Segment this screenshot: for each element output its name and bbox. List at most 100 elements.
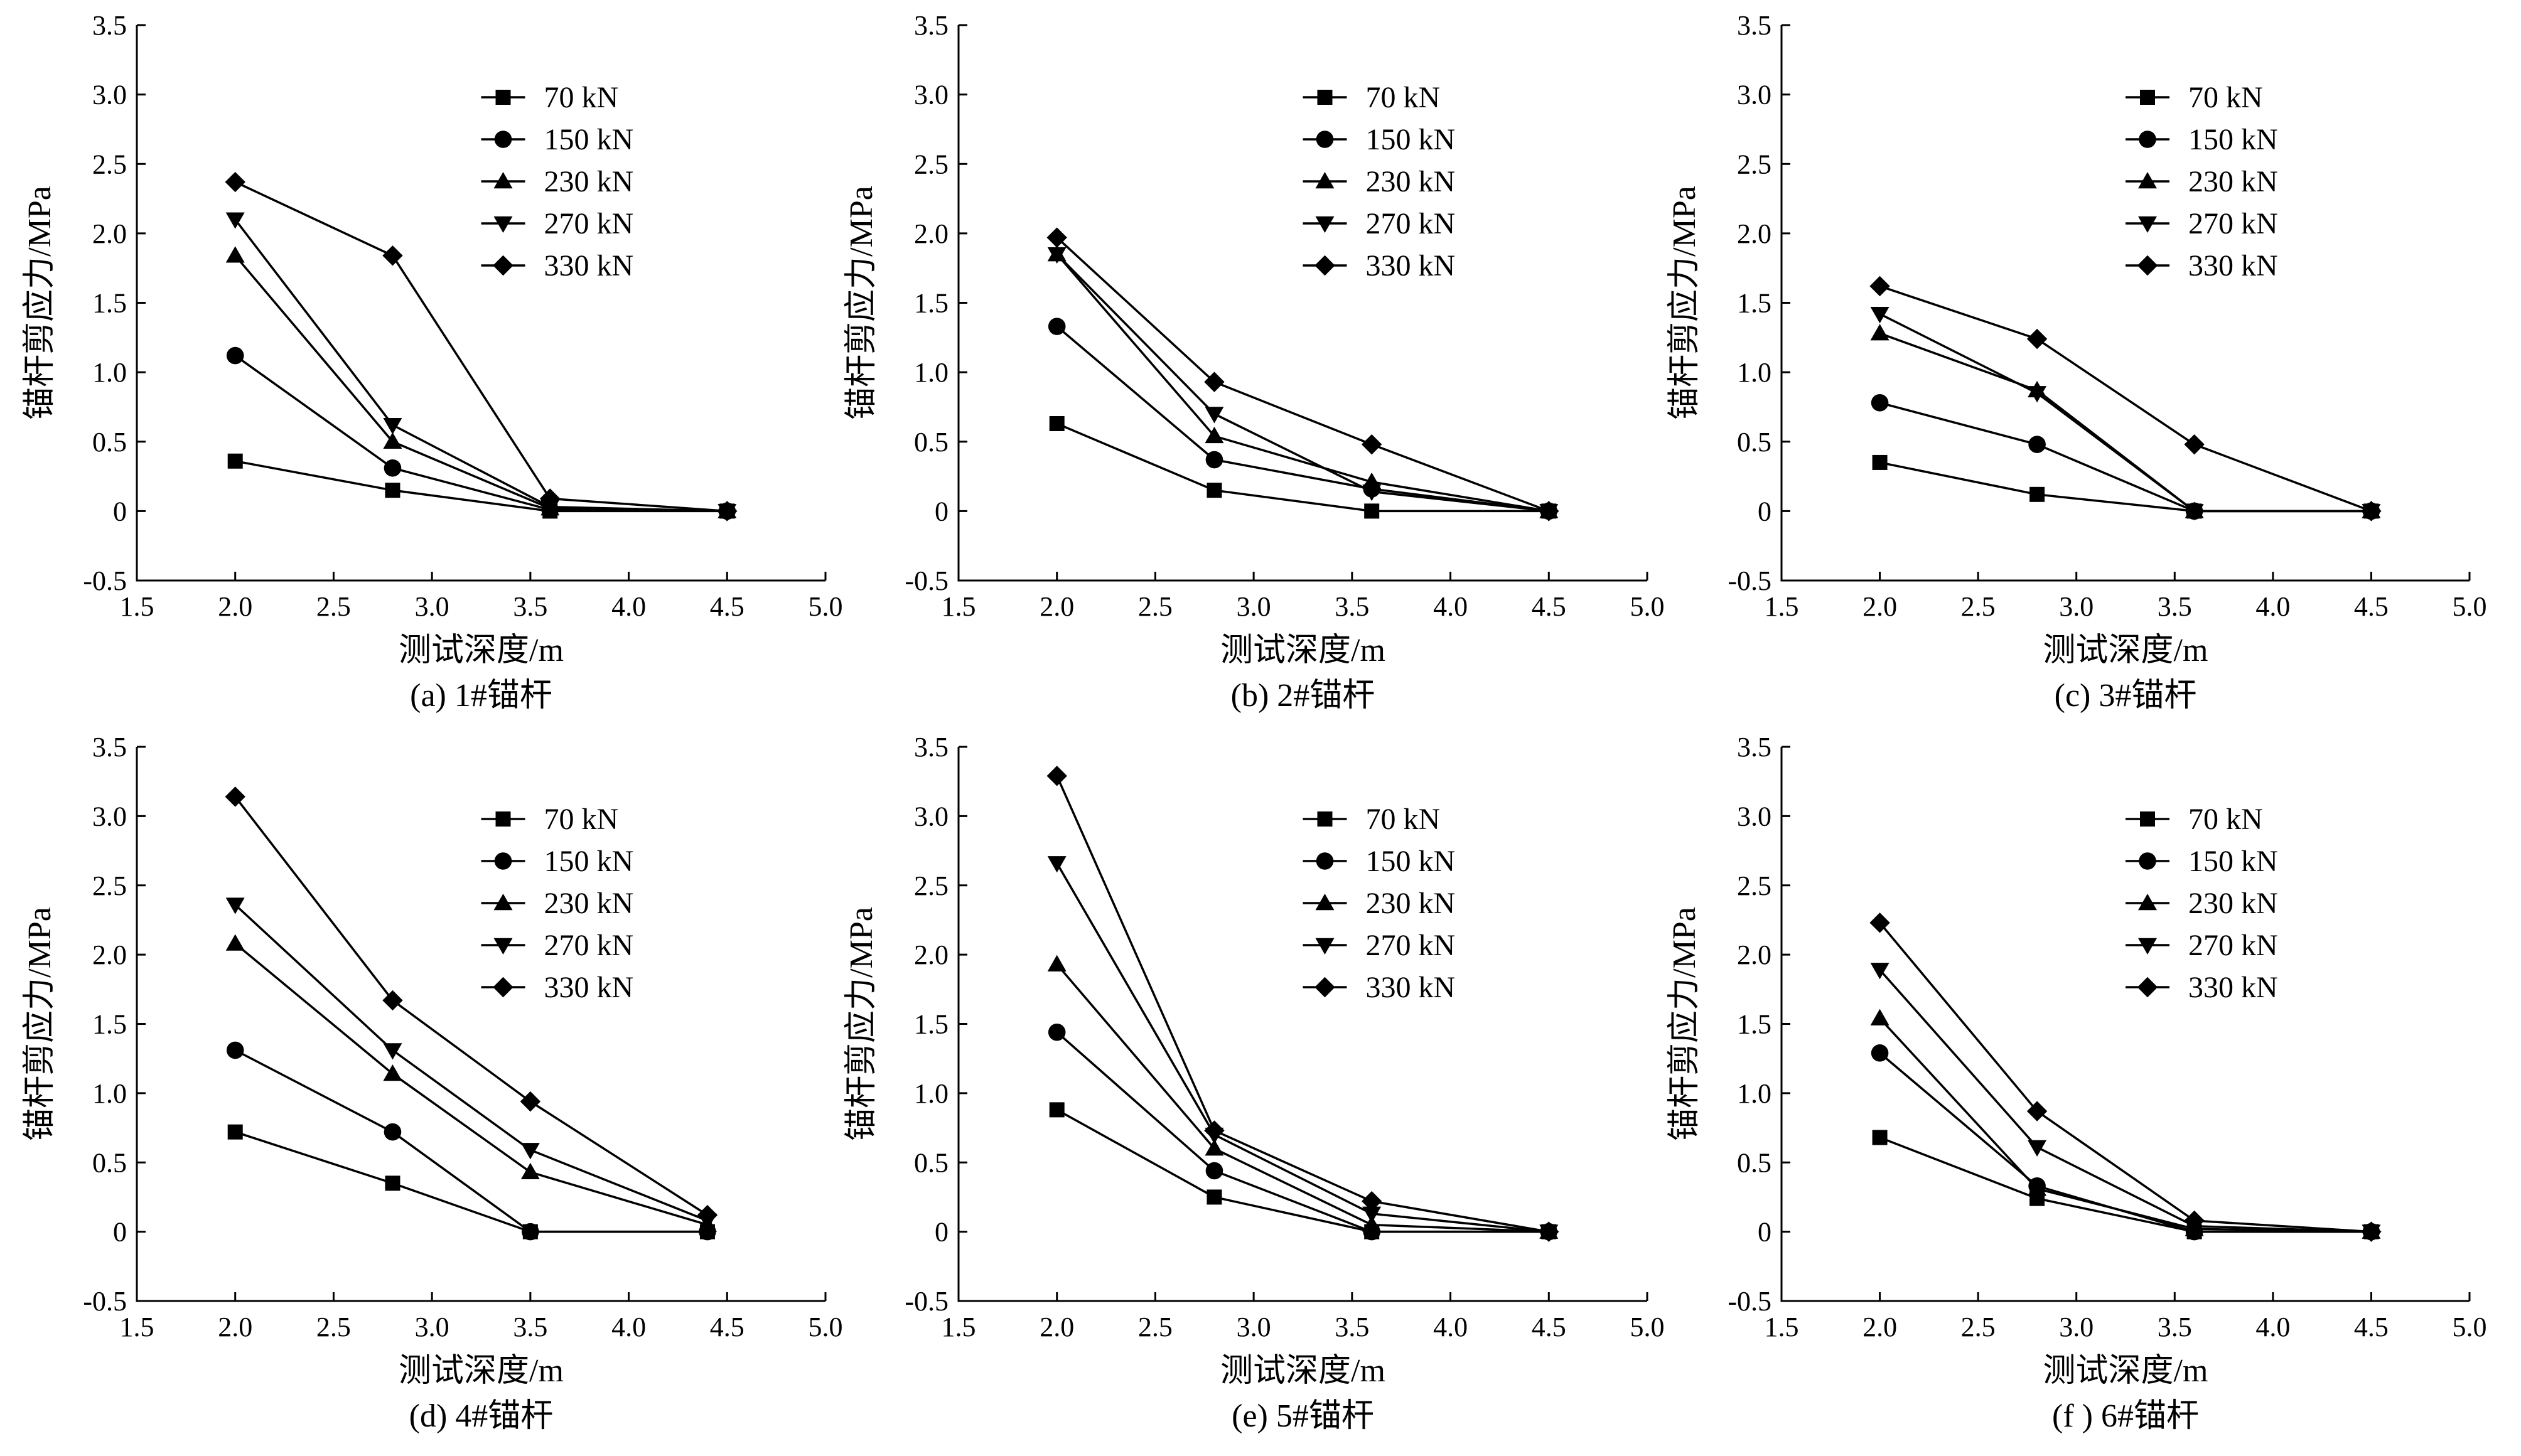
data-point (383, 1064, 402, 1081)
series-150-kN (1048, 1023, 1558, 1241)
data-point (225, 171, 245, 193)
y-tick-label: 2.0 (1737, 218, 1771, 249)
y-axis-title: 锚杆剪应力/MPa (1667, 907, 1702, 1141)
x-tick-label: 2.0 (1863, 1312, 1897, 1342)
series-line (234, 1049, 707, 1233)
y-tick-label: 3.0 (92, 801, 127, 832)
series-line (234, 943, 708, 1226)
data-point (1870, 1009, 1889, 1025)
x-tick-label: 2.5 (1138, 591, 1173, 622)
legend-marker (2139, 131, 2156, 148)
y-tick-label: -0.5 (83, 1286, 127, 1317)
legend-marker (494, 852, 512, 870)
x-tick-label: 5.0 (809, 591, 843, 622)
data-point (1046, 227, 1067, 248)
data-point (1872, 1130, 1888, 1145)
x-tick-label: 2.5 (1961, 591, 1996, 622)
legend-label: 330 kN (544, 249, 634, 282)
panel-caption: (a) 1#锚杆 (410, 678, 552, 714)
series-330-kN (225, 786, 718, 1226)
data-point (383, 1043, 402, 1060)
data-point (2026, 328, 2048, 350)
y-tick-label: 0 (1758, 496, 1771, 527)
chart-panel-6: -0.5 0 0.5 1.0 1.5 2.0 2.5 3.0 3.5 1.5 2.0 2.5 3.0 3.… (1667, 732, 2487, 1434)
legend-item: 330 kN (2126, 971, 2278, 1004)
legend-item: 330 kN (2126, 249, 2278, 282)
legend: 70 kN 150 kN 230 kN 270 kN 330 kN (481, 81, 634, 282)
series-line (234, 796, 708, 1216)
x-tick-label: 2.0 (1040, 1312, 1074, 1342)
legend-label: 270 kN (544, 207, 634, 240)
legend-label: 330 kN (1366, 971, 1456, 1004)
y-tick-label: 2.0 (914, 218, 949, 249)
series-line (234, 904, 708, 1222)
series-150-kN (226, 346, 736, 520)
legend-label: 230 kN (544, 887, 634, 920)
legend: 70 kN 150 kN 230 kN 270 kN 330 kN (2126, 803, 2278, 1004)
legend-item: 330 kN (481, 249, 634, 282)
legend-label: 270 kN (1366, 207, 1456, 240)
legend-item: 150 kN (1303, 845, 1455, 878)
y-tick-label: 1.0 (92, 357, 127, 388)
data-point (2185, 504, 2204, 521)
legend-marker (2138, 216, 2157, 233)
legend-label: 150 kN (544, 123, 634, 156)
data-point (717, 501, 738, 522)
series-270-kN (1870, 306, 2381, 521)
x-tick-label: 4.0 (611, 591, 646, 622)
legend-item: 150 kN (2126, 845, 2278, 878)
x-tick-label: 3.0 (415, 591, 449, 622)
series-line (234, 218, 728, 513)
legend-label: 70 kN (2188, 81, 2263, 114)
legend-item: 70 kN (2126, 803, 2263, 836)
series-270-kN (225, 897, 717, 1230)
legend-label: 150 kN (1366, 123, 1456, 156)
legend-marker (493, 977, 513, 998)
series-70-kN (1872, 1130, 2379, 1239)
legend-marker (2140, 811, 2155, 827)
x-tick-label: 2.0 (218, 591, 252, 622)
x-tick-label: 4.0 (1433, 1312, 1468, 1342)
legend-marker (2138, 938, 2157, 955)
data-point (384, 1123, 402, 1141)
x-tick-label: 3.5 (513, 1312, 547, 1342)
data-point (226, 1041, 244, 1059)
y-tick-label: 1.0 (914, 1078, 949, 1109)
legend-item: 70 kN (1303, 81, 1440, 114)
x-tick-label: 4.0 (2255, 591, 2290, 622)
panel-caption: (f ) 6#锚杆 (2052, 1398, 2199, 1434)
data-point (1048, 318, 1066, 335)
legend-marker (493, 216, 513, 233)
panel-caption: (e) 5#锚杆 (1232, 1398, 1374, 1434)
series-230-kN (225, 246, 737, 518)
y-tick-label: 3.5 (1737, 10, 1771, 41)
legend-item: 330 kN (1303, 249, 1455, 282)
legend: 70 kN 150 kN 230 kN 270 kN 330 kN (481, 803, 634, 1004)
y-tick-label: 0 (113, 1217, 127, 1248)
x-tick-label: 5.0 (809, 1312, 843, 1342)
data-point (697, 1204, 718, 1226)
x-tick-label: 4.0 (611, 1312, 646, 1342)
series-330-kN (1869, 276, 2382, 522)
data-point (2028, 386, 2047, 403)
y-tick-label: -0.5 (83, 565, 127, 596)
data-point (1870, 306, 1889, 324)
data-point (1048, 1023, 1066, 1041)
data-point (1362, 1215, 1382, 1232)
legend-marker (2140, 90, 2155, 105)
y-tick-label: 1.5 (914, 288, 949, 319)
series-line (1879, 313, 2372, 513)
series-270-kN (1047, 856, 1559, 1241)
legend-marker (493, 172, 513, 189)
y-tick-label: 2.0 (1737, 939, 1771, 970)
x-tick-label: 5.0 (2453, 1312, 2487, 1342)
x-tick-label: 5.0 (1630, 591, 1665, 622)
series-line (1879, 285, 2372, 513)
y-tick-label: 1.0 (914, 357, 949, 388)
x-tick-label: 3.5 (1335, 591, 1369, 622)
x-tick-label: 3.5 (2158, 1312, 2192, 1342)
x-tick-label: 4.5 (710, 591, 744, 622)
y-tick-label: 1.5 (914, 1009, 949, 1040)
legend-label: 270 kN (2188, 207, 2278, 240)
legend-label: 230 kN (1366, 887, 1456, 920)
